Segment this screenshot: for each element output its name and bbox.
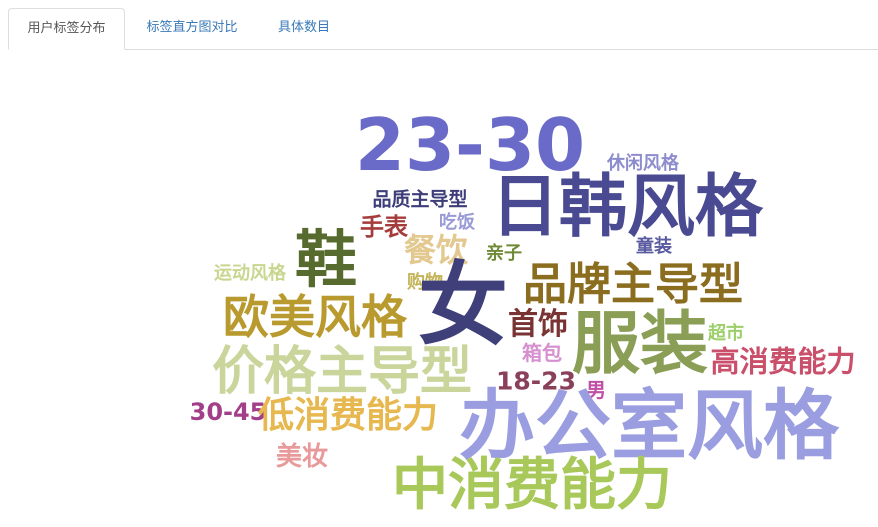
- word-european-american-style: 欧美风格: [223, 290, 407, 344]
- word-casual-style: 休闲风格: [607, 153, 679, 174]
- word-mid-consumption: 中消费能力: [392, 453, 672, 518]
- word-dining: 吃饭: [439, 212, 475, 233]
- word-cloud: 23-30 日韩风格 休闲风格 品质主导型 鞋 手表 吃饭 餐饮 亲子 童装 运…: [0, 50, 878, 527]
- word-parent-child: 亲子: [486, 243, 522, 264]
- word-childrens-wear: 童装: [636, 236, 672, 257]
- word-female: 女: [418, 253, 508, 358]
- word-catering: 餐饮: [403, 231, 469, 269]
- word-makeup: 美妆: [275, 442, 329, 472]
- word-watch: 手表: [360, 213, 408, 241]
- word-price-oriented: 价格主导型: [211, 342, 473, 402]
- word-18-23: 18-23: [496, 366, 576, 396]
- word-shoes: 鞋: [294, 223, 358, 296]
- word-shopping: 购物: [407, 272, 443, 293]
- word-male: 男: [586, 378, 606, 402]
- tab-bar: 用户标签分布 标签直方图对比 具体数目: [8, 8, 878, 50]
- word-japanese-korean-style: 日韩风格: [490, 168, 764, 247]
- word-23-30: 23-30: [354, 103, 586, 187]
- tab-tag-histogram-comparison[interactable]: 标签直方图对比: [146, 20, 238, 35]
- word-office-style: 办公室风格: [459, 381, 839, 470]
- tab-specific-counts[interactable]: 具体数目: [277, 20, 330, 35]
- word-jewelry: 首饰: [508, 307, 568, 342]
- word-sports-style: 运动风格: [214, 263, 286, 284]
- word-low-consumption: 低消费能力: [257, 395, 439, 436]
- word-brand-oriented: 品牌主导型: [523, 259, 743, 310]
- tab-user-tag-distribution[interactable]: 用户标签分布: [8, 8, 125, 50]
- word-supermarket: 超市: [708, 323, 744, 344]
- word-clothing: 服装: [571, 305, 709, 384]
- word-high-consumption: 高消费能力: [710, 344, 856, 379]
- word-luggage: 箱包: [522, 341, 562, 365]
- word-quality-oriented: 品质主导型: [372, 188, 468, 211]
- word-30-45: 30-45: [189, 398, 267, 426]
